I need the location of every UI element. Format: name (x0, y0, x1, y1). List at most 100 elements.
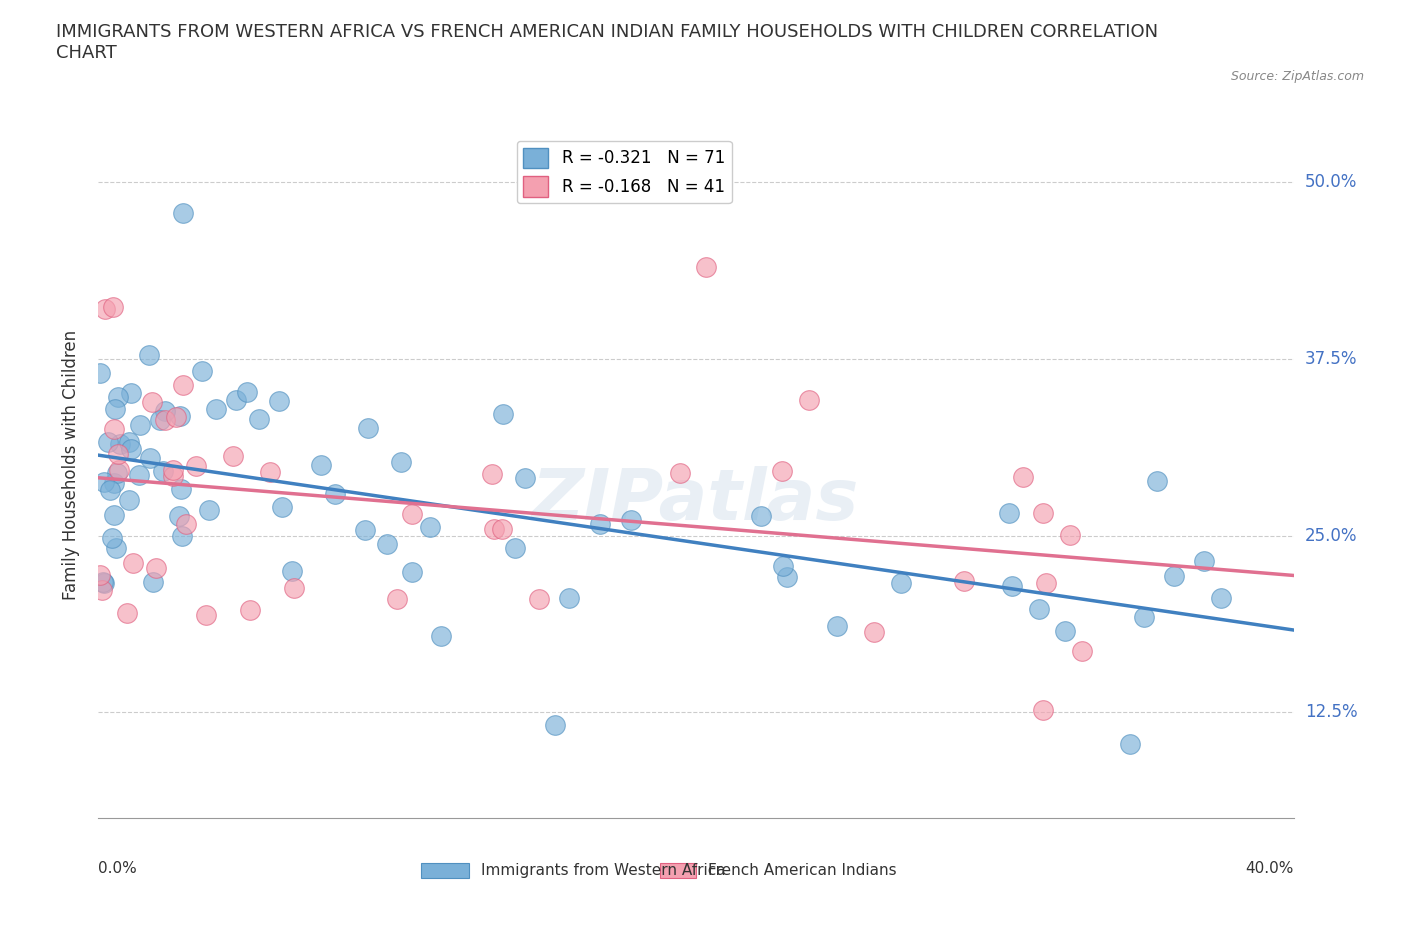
Point (375, 537, 398, 551)
Point (194, 607, 217, 622)
Point (103, 422, 125, 437)
Y-axis label: Family Households with Children: Family Households with Children (62, 330, 80, 600)
Bar (661, 863, 696, 879)
Point (165, 410, 187, 425)
Point (139, 450, 162, 465)
Point (120, 442, 142, 457)
Point (172, 378, 194, 392)
Point (104, 402, 127, 417)
Point (117, 605, 139, 620)
Point (98, 483, 121, 498)
Point (167, 509, 190, 524)
Point (108, 437, 131, 452)
Text: ZIPatlas: ZIPatlas (533, 466, 859, 535)
Point (239, 603, 262, 618)
Point (118, 435, 141, 450)
Point (141, 394, 163, 409)
Point (121, 555, 143, 570)
Point (197, 502, 219, 517)
Point (118, 492, 141, 507)
Point (97, 434, 120, 449)
Point (162, 468, 184, 483)
Point (169, 408, 191, 423)
Point (419, 519, 441, 534)
Point (557, 591, 579, 605)
Point (357, 420, 380, 435)
Point (101, 299, 124, 314)
Point (513, 471, 536, 485)
Point (1133, 610, 1156, 625)
Point (138, 347, 160, 362)
Point (1192, 553, 1215, 568)
Point (91, 575, 114, 590)
Point (354, 523, 377, 538)
Point (776, 570, 799, 585)
Point (89, 366, 111, 381)
Point (1028, 602, 1050, 617)
Point (89, 567, 111, 582)
Bar (422, 863, 470, 879)
Point (225, 392, 247, 407)
Point (749, 509, 772, 524)
Point (544, 718, 567, 733)
Point (259, 464, 281, 479)
Point (998, 506, 1021, 521)
Point (107, 390, 129, 405)
Point (90, 582, 112, 597)
Point (128, 467, 150, 482)
Point (283, 580, 305, 595)
Point (505, 540, 527, 555)
Point (153, 413, 176, 428)
Point (222, 448, 245, 463)
Point (491, 522, 513, 537)
Text: 0.0%: 0.0% (98, 861, 138, 876)
Point (827, 618, 849, 633)
Point (235, 385, 257, 400)
Point (149, 413, 172, 428)
Point (695, 259, 717, 274)
Point (669, 465, 692, 480)
Point (1059, 527, 1081, 542)
Point (162, 462, 184, 477)
Point (105, 540, 128, 555)
Point (103, 508, 125, 523)
Point (267, 393, 290, 408)
Text: Immigrants from Western Africa: Immigrants from Western Africa (481, 863, 725, 878)
Point (1070, 644, 1092, 658)
Point (152, 464, 174, 479)
Text: French American Indians: French American Indians (709, 863, 897, 878)
Point (311, 458, 333, 472)
Text: 12.5%: 12.5% (1305, 703, 1357, 722)
Point (145, 561, 167, 576)
Point (129, 418, 152, 432)
Point (170, 481, 193, 496)
Point (172, 529, 194, 544)
Point (863, 625, 886, 640)
Text: 40.0%: 40.0% (1246, 861, 1294, 876)
Point (1146, 473, 1168, 488)
Point (1163, 568, 1185, 583)
Point (770, 464, 793, 479)
Point (281, 564, 304, 578)
Point (190, 363, 212, 378)
Point (890, 575, 912, 590)
Point (1032, 703, 1054, 718)
Point (120, 386, 142, 401)
Point (385, 591, 408, 606)
Point (481, 467, 503, 482)
Point (484, 522, 506, 537)
Point (529, 591, 551, 606)
Point (94, 301, 117, 316)
Point (105, 466, 128, 481)
Text: IMMIGRANTS FROM WESTERN AFRICA VS FRENCH AMERICAN INDIAN FAMILY HOUSEHOLDS WITH : IMMIGRANTS FROM WESTERN AFRICA VS FRENCH… (56, 23, 1159, 62)
Point (401, 507, 423, 522)
Point (389, 455, 412, 470)
Point (101, 531, 124, 546)
Text: 37.5%: 37.5% (1305, 350, 1357, 368)
Point (103, 475, 125, 490)
Point (1209, 591, 1232, 605)
Point (107, 462, 129, 477)
Point (401, 565, 423, 579)
Point (1032, 505, 1054, 520)
Point (323, 487, 346, 502)
